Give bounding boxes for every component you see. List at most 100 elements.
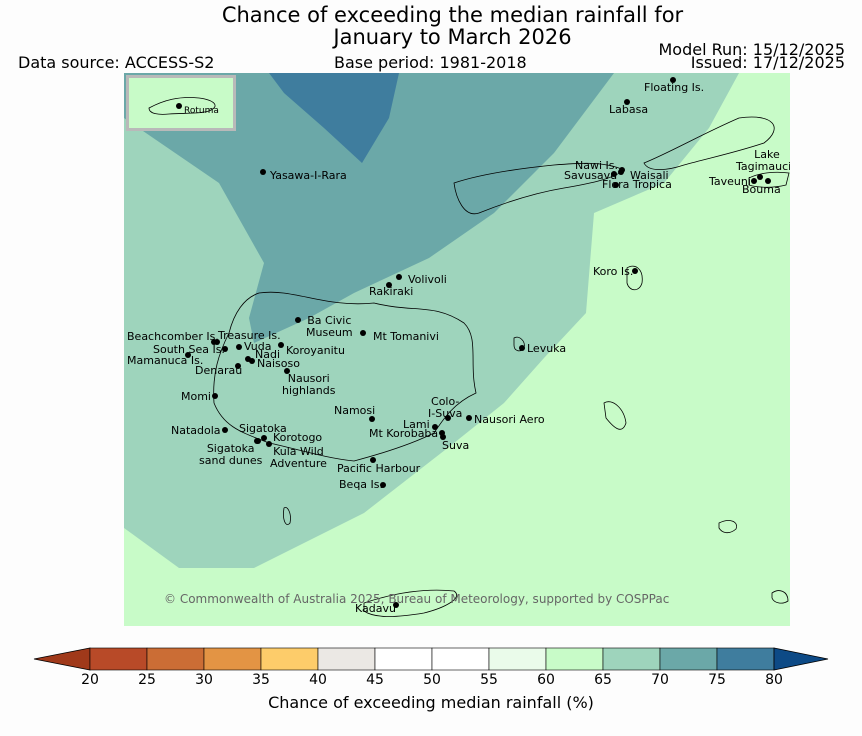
label-rakiraki: Rakiraki	[369, 285, 414, 298]
label-suva: Suva	[442, 439, 470, 452]
marker-natadola	[222, 427, 228, 433]
probability-map	[124, 73, 790, 626]
issued-date: Issued: 17/12/2025	[690, 53, 845, 72]
label-pacific-harbour: Pacific Harbour	[337, 462, 421, 475]
label-vuda: Vuda	[244, 340, 272, 353]
label-kadavu: Kadavu	[355, 602, 396, 615]
label-kula-wild-adventure: Kula Wild Adventure	[270, 445, 327, 470]
model-run: Model Run: 15/12/2025	[658, 40, 846, 59]
label-taveuni: Taveuni	[709, 175, 751, 188]
marker-beqa-is	[380, 482, 386, 488]
marker-pacific-harbour	[370, 457, 376, 463]
label-koroyanitu: Koroyanitu	[286, 344, 345, 357]
label-momi: Momi	[181, 390, 211, 403]
label-volivoli: Volivoli	[408, 273, 447, 286]
coastlines	[213, 116, 790, 617]
zone-75-80	[269, 73, 399, 163]
map-panel: Rotuma Floating Is. Labasa Nawi Is. Savusav…	[124, 73, 790, 626]
label-mt-korobaba: Mt Korobaba	[369, 427, 439, 440]
marker-korotogo	[261, 435, 267, 441]
marker-lake-tagimaucia	[757, 174, 763, 180]
label-nausori-aero: Nausori Aero	[474, 413, 545, 426]
marker-ba-civic-museum	[295, 317, 301, 323]
colorbar-segment-25-30	[146, 647, 205, 671]
label-nawi-is: Nawi Is.	[575, 159, 618, 172]
colorbar-segment-50-55	[431, 647, 490, 671]
colorbar-tick-75: 75	[708, 672, 726, 688]
marker-suva	[440, 434, 446, 440]
label-yasawa-i-rara: Yasawa-I-Rara	[270, 169, 347, 182]
marker-taveuni	[751, 178, 757, 184]
label-nausori-highlands: Nausori highlands	[282, 372, 336, 397]
marker-nausori-highlands	[284, 368, 290, 374]
label-labasa: Labasa	[609, 103, 649, 116]
marker-mamanuca-is	[185, 352, 191, 358]
map-title-line1: Chance of exceeding the median rainfall …	[221, 3, 684, 27]
marker-nadi	[245, 356, 251, 362]
rotuma-label: Rotuma	[184, 106, 219, 116]
label-south-sea-is: South Sea Is.	[153, 343, 225, 356]
label-beqa-is: Beqa Is.	[339, 478, 384, 491]
marker-vuda	[236, 344, 242, 350]
marker-yasawa-i-rara	[260, 169, 266, 175]
colorbar-segment-20-25	[89, 647, 148, 671]
marker-floating-is	[670, 77, 676, 83]
zone-70-75	[124, 73, 614, 343]
label-sigatoka: Sigatoka	[239, 422, 287, 435]
base-period: Base period: 1981-2018	[334, 53, 527, 72]
rotuma-outline	[148, 97, 216, 115]
marker-koro-is	[632, 268, 638, 274]
marker-mt-korobaba	[439, 430, 445, 436]
colorbar-segment-35-40	[260, 647, 319, 671]
marker-namosi	[369, 416, 375, 422]
marker-levuka	[519, 345, 525, 351]
colorbar-tick-25: 25	[138, 672, 156, 688]
label-lake-tagimaucia: LakeTagimaucia	[736, 148, 790, 173]
marker-flora-tropica	[613, 182, 619, 188]
colorbar-segment-55-60	[488, 647, 547, 671]
marker-kadavu	[393, 602, 399, 608]
label-floating-is: Floating Is.	[644, 81, 705, 94]
label-levuka: Levuka	[527, 342, 567, 355]
marker-lami	[432, 424, 438, 430]
colorbar-extend-high	[773, 647, 829, 671]
marker-treasure-is	[214, 339, 220, 345]
label-colo-i-suva: Colo- I-Suva	[428, 395, 463, 420]
marker-naisoso	[249, 358, 255, 364]
colorbar-tick-35: 35	[252, 672, 270, 688]
colorbar-tick-60: 60	[537, 672, 555, 688]
colorbar-segment-60-65	[545, 647, 604, 671]
label-natadola: Natadola	[171, 424, 221, 437]
label-bouma: Bouma	[742, 183, 781, 196]
copyright-notice: © Commonwealth of Australia 2025, Bureau…	[164, 592, 670, 606]
colorbar-segment-40-45	[317, 647, 376, 671]
marker-savusavu	[611, 171, 617, 177]
label-beachcomber-is: Beachcomber Is.	[127, 330, 219, 343]
data-source: Data source: ACCESS-S2	[18, 53, 215, 72]
label-waisali: Waisali	[630, 169, 669, 182]
colorbar-label: Chance of exceeding median rainfall (%)	[268, 693, 594, 712]
marker-kula-wild-adventure	[266, 441, 272, 447]
marker-denarau	[235, 363, 241, 369]
colorbar-extend-low	[33, 647, 91, 671]
label-nadi: Nadi	[255, 348, 281, 361]
label-sigatoka-sand-dunes: Sigatoka sand dunes	[199, 442, 263, 467]
marker-waisali	[618, 169, 624, 175]
marker-mt-tomanivi	[360, 330, 366, 336]
label-ba-civic-museum: Ba Civic Museum	[306, 314, 353, 339]
label-savusavu: Savusavu	[564, 169, 618, 182]
label-namosi: Namosi	[334, 404, 376, 417]
colorbar-tick-20: 20	[81, 672, 99, 688]
colorbar-tick-55: 55	[480, 672, 498, 688]
marker-labasa	[624, 99, 630, 105]
label-flora-tropica: Flora Tropica	[602, 178, 672, 191]
marker-momi	[212, 393, 218, 399]
marker-nausori-aero	[466, 415, 472, 421]
marker-rakiraki	[386, 282, 392, 288]
label-denarau: Denarau	[195, 364, 243, 377]
label-mamanuca-is: Mamanuca Is.	[127, 354, 204, 367]
label-naisoso: Naisoso	[257, 357, 300, 370]
colorbar	[33, 647, 829, 671]
label-koro-is: Koro Is.	[593, 265, 634, 278]
marker-colo-i-suva	[445, 415, 451, 421]
